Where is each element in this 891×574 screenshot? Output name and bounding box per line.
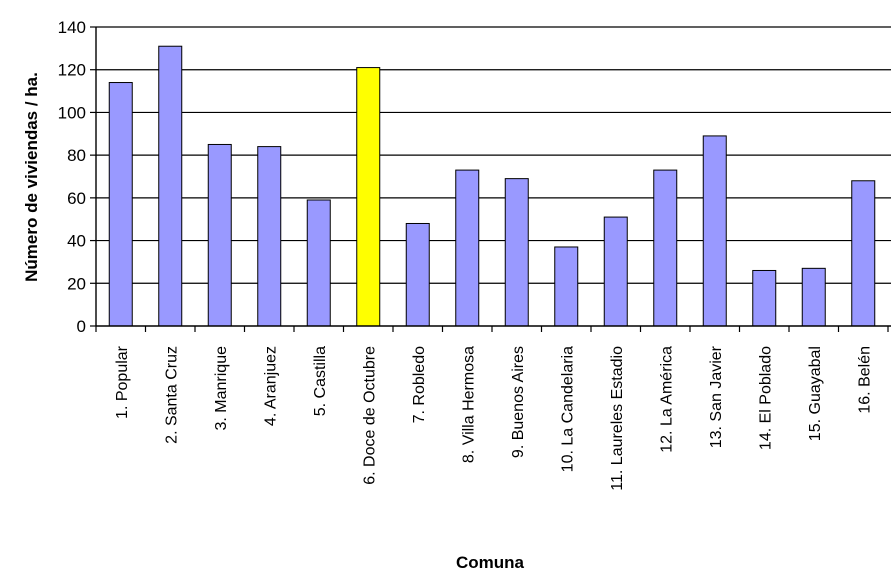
x-tick-label: 16. Belén <box>856 346 873 414</box>
bar <box>702 135 727 327</box>
y-tick-label: 80 <box>67 146 86 165</box>
x-tick-label: 15. Guayabal <box>807 346 824 441</box>
y-axis-title: Número de viviendas / ha. <box>22 72 41 282</box>
x-tick-labels: 1. Popular 2. Santa Cruz 3. Manrique 4. Ara… <box>114 345 874 490</box>
bar <box>801 267 826 327</box>
x-tick-label: 3. Manrique <box>213 346 230 431</box>
x-tick-label: 13. San Javier <box>708 345 725 448</box>
bar <box>554 246 579 327</box>
x-tick-label: 5. Castilla <box>312 346 329 416</box>
bar <box>603 216 628 327</box>
bar <box>653 169 678 327</box>
bar <box>504 178 529 327</box>
x-tick-label: 1. Popular <box>114 345 131 419</box>
x-tick-label: 12. La América <box>658 346 675 453</box>
bar <box>306 199 331 327</box>
y-tick-label: 140 <box>58 18 86 37</box>
x-axis-title: Comuna <box>456 553 525 572</box>
bar <box>405 222 430 327</box>
x-tick-label: 4. Aranjuez <box>262 346 279 426</box>
x-tick-label: 10. La Candelaria <box>559 346 576 472</box>
x-tick-label: 2. Santa Cruz <box>163 346 180 444</box>
bar <box>356 67 381 327</box>
x-tick-label: 14. El Poblado <box>757 346 774 450</box>
x-tick-label: 8. Villa Hermosa <box>460 346 477 463</box>
y-tick-labels: 0 20 40 60 80 100 120 140 <box>58 18 86 336</box>
y-tick-label: 60 <box>67 189 86 208</box>
bars <box>108 45 876 327</box>
y-tick-label: 20 <box>67 274 86 293</box>
x-tick-label: 11. Laureles Estadio <box>609 346 626 491</box>
x-tick-label: 9. Buenos Aires <box>510 346 527 458</box>
bar <box>752 269 777 327</box>
bar <box>257 146 282 327</box>
y-tick-label: 100 <box>58 103 86 122</box>
x-tick-label: 7. Robledo <box>411 346 428 423</box>
y-tick-label: 120 <box>58 61 86 80</box>
bar <box>455 169 480 327</box>
axes <box>90 26 891 332</box>
bar <box>851 180 876 327</box>
bar <box>158 45 183 327</box>
x-tick-label: 6. Doce de Octubre <box>361 346 378 485</box>
bar <box>108 82 133 327</box>
bar <box>207 143 232 327</box>
y-tick-label: 0 <box>77 317 86 336</box>
y-tick-label: 40 <box>67 232 86 251</box>
